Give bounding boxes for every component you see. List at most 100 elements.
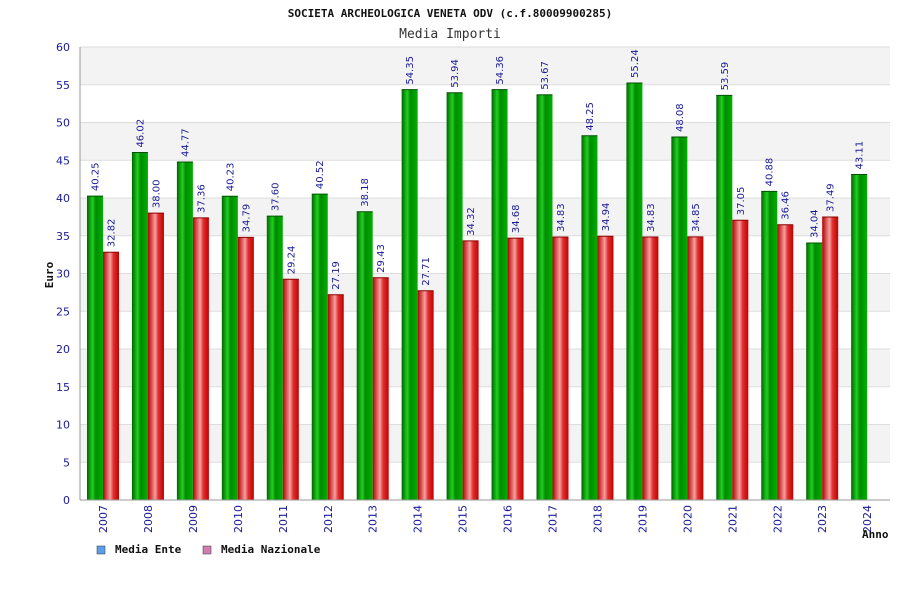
value-label: 34.04 xyxy=(810,209,821,238)
bar-media-ente-2014 xyxy=(401,89,418,500)
value-labels: 40.25 32.82 46.02 38.00 44.77 37.36 40.23 34.79… xyxy=(91,49,866,289)
bar-media-ente-2017 xyxy=(536,94,553,500)
y-tick-label: 20 xyxy=(56,343,70,356)
value-label: 37.60 xyxy=(270,182,281,211)
value-label: 40.25 xyxy=(91,162,102,191)
grid-band xyxy=(80,122,890,161)
grid-band xyxy=(80,386,890,425)
value-label: 48.25 xyxy=(585,102,596,131)
bar-media-ente-2013 xyxy=(356,211,373,500)
grid-band xyxy=(80,198,890,236)
legend: Media Ente Media Nazionale xyxy=(96,543,321,556)
value-label: 53.94 xyxy=(450,59,461,88)
bar-media-nazionale-2014 xyxy=(417,290,434,500)
bars xyxy=(87,82,868,501)
value-label: 40.88 xyxy=(765,158,776,187)
y-tick-label: 30 xyxy=(56,268,70,281)
x-tick-label: 2016 xyxy=(502,505,515,533)
chart-title: SOCIETA ARCHEOLOGICA VENETA ODV (c.f.800… xyxy=(288,7,613,20)
grid-band xyxy=(80,235,890,274)
bar-media-ente-2008 xyxy=(131,152,148,500)
value-label: 29.43 xyxy=(376,244,387,273)
x-tick-label: 2009 xyxy=(187,505,200,533)
x-tick-label: 2012 xyxy=(322,505,335,533)
bar-media-ente-2012 xyxy=(311,194,328,500)
value-label: 46.02 xyxy=(135,119,146,148)
bar-media-nazionale-2007 xyxy=(103,252,119,500)
value-label: 54.35 xyxy=(405,56,416,85)
bar-media-nazionale-2022 xyxy=(777,224,794,501)
legend-label-media-nazionale: Media Nazionale xyxy=(221,543,321,556)
x-tick-label: 2008 xyxy=(142,505,155,533)
bar-media-ente-2024 xyxy=(851,174,868,500)
value-label: 34.85 xyxy=(691,203,702,232)
value-label: 37.05 xyxy=(736,187,747,216)
value-label: 34.94 xyxy=(601,203,612,232)
x-tick-label: 2018 xyxy=(591,505,604,533)
y-tick-label: 15 xyxy=(56,381,70,394)
x-tick-label: 2014 xyxy=(412,505,425,533)
bar-media-ente-2023 xyxy=(806,242,823,501)
value-label: 43.11 xyxy=(855,141,866,170)
y-tick-label: 55 xyxy=(56,79,70,92)
grid-band xyxy=(80,462,890,500)
bar-media-nazionale-2020 xyxy=(687,236,704,500)
x-tick-label: 2020 xyxy=(681,505,694,533)
bar-media-nazionale-2010 xyxy=(237,237,254,500)
legend-swatch-media-nazionale xyxy=(202,545,212,555)
grid-band xyxy=(80,160,890,198)
bar-media-ente-2007 xyxy=(87,196,103,501)
bar-media-nazionale-2008 xyxy=(147,213,164,500)
value-label: 37.49 xyxy=(826,183,837,212)
x-tick-label: 2024 xyxy=(861,505,874,533)
grid-bands xyxy=(80,47,890,500)
value-label: 27.19 xyxy=(331,261,342,290)
y-tick-label: 50 xyxy=(56,117,70,130)
legend-label-media-ente: Media Ente xyxy=(115,543,182,556)
bar-media-ente-2020 xyxy=(671,136,688,500)
y-tick-label: 10 xyxy=(56,419,70,432)
bar-media-nazionale-2019 xyxy=(642,237,659,500)
chart-subtitle: Media Importi xyxy=(399,27,501,42)
value-label: 36.46 xyxy=(781,191,792,220)
grid-band xyxy=(80,424,890,463)
x-tick-label: 2017 xyxy=(547,505,560,533)
y-tick-label: 25 xyxy=(56,305,70,318)
bar-media-nazionale-2018 xyxy=(597,236,614,500)
value-label: 40.52 xyxy=(315,160,326,189)
bar-media-nazionale-2015 xyxy=(462,240,479,500)
value-label: 37.36 xyxy=(196,184,207,213)
x-tick-label: 2010 xyxy=(232,505,245,533)
y-axis-ticks: 0 5 10 15 20 25 30 35 40 45 50 55 60 xyxy=(56,41,70,507)
value-label: 55.24 xyxy=(630,49,641,78)
x-axis-label: Anno xyxy=(862,528,889,541)
y-tick-label: 0 xyxy=(63,494,70,507)
x-tick-label: 2023 xyxy=(816,505,829,533)
value-label: 34.79 xyxy=(241,204,252,233)
value-label: 32.82 xyxy=(107,219,118,248)
y-tick-label: 45 xyxy=(56,154,70,167)
x-tick-label: 2015 xyxy=(457,505,470,533)
y-tick-label: 60 xyxy=(56,41,70,54)
value-label: 38.18 xyxy=(360,178,371,207)
value-label: 34.32 xyxy=(466,207,477,236)
y-tick-label: 35 xyxy=(56,230,70,243)
x-tick-label: 2019 xyxy=(636,505,649,533)
bar-media-ente-2018 xyxy=(581,135,598,500)
value-label: 48.08 xyxy=(675,103,686,132)
value-label: 34.68 xyxy=(511,205,522,234)
bar-media-nazionale-2017 xyxy=(552,237,569,500)
bar-media-nazionale-2013 xyxy=(372,277,389,500)
grid-band xyxy=(80,273,890,312)
bar-media-nazionale-2023 xyxy=(822,216,839,500)
x-tick-label: 2022 xyxy=(771,505,784,533)
x-tick-label: 2011 xyxy=(277,505,290,533)
bar-media-ente-2016 xyxy=(491,89,508,500)
y-tick-label: 40 xyxy=(56,192,70,205)
value-label: 54.36 xyxy=(495,56,506,85)
value-label: 40.23 xyxy=(225,163,236,192)
value-label: 44.77 xyxy=(180,128,191,157)
grid-band xyxy=(80,47,890,85)
